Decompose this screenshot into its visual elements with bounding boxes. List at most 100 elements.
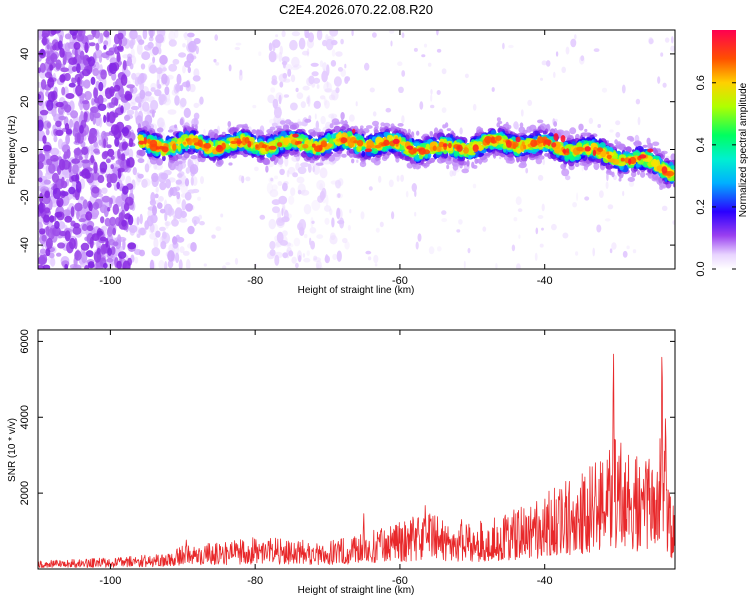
spectrogram-cell <box>176 141 182 145</box>
spectrogram-cell <box>193 112 200 120</box>
spectrogram-cell <box>121 127 129 134</box>
spectrogram-cell <box>333 76 342 87</box>
spectrogram-cell <box>430 89 433 95</box>
spectrogram-cell <box>436 145 442 153</box>
spectrogram-cell <box>153 162 158 170</box>
spectrogram-cell <box>344 63 347 69</box>
spectrogram-cell <box>39 192 44 204</box>
spectrogram-cell <box>137 158 145 164</box>
spectrogram-cell <box>540 77 543 81</box>
spectrogram-cell <box>157 84 162 89</box>
spectrogram-cell <box>555 51 559 57</box>
spectrogram-cell <box>311 220 315 224</box>
spectrogram-cell <box>100 243 107 255</box>
spectrogram-cell <box>172 236 178 245</box>
spectrogram-cell <box>151 247 161 257</box>
spectrogram-cell <box>142 30 148 40</box>
spectrogram-cell <box>429 131 434 138</box>
spectrogram-cell <box>541 60 547 66</box>
spectrogram-cell <box>73 41 81 50</box>
spectrogram-cell <box>38 202 44 214</box>
spectrogram-cell <box>87 261 95 268</box>
spectrogram-cell <box>138 140 145 145</box>
spectrogram-cell <box>279 168 285 176</box>
spectrogram-cell <box>297 189 302 195</box>
spectrogram-cell <box>184 191 192 201</box>
spectrogram-cell <box>140 63 146 70</box>
spectrogram-cell <box>44 190 50 199</box>
spectrogram-cell <box>251 129 257 135</box>
spectrogram-cell <box>291 56 300 68</box>
spectrogram-cell <box>551 142 557 148</box>
spectrogram-cell <box>409 159 416 164</box>
spectrogram-cell <box>159 99 164 106</box>
spectrogram-cell <box>553 71 556 78</box>
spectrogram-cell <box>304 118 312 123</box>
spectrogram-cell <box>640 171 646 178</box>
spectrogram-cell <box>122 59 127 71</box>
spectrogram-cell <box>121 153 126 162</box>
spectrogram-cell <box>93 112 101 119</box>
spectrogram-cell <box>156 117 165 129</box>
spectrogram-cell <box>311 143 316 148</box>
spectrogram-cell <box>117 148 121 159</box>
spectrogram-cell <box>118 212 124 222</box>
spectrogram-cell <box>278 195 288 205</box>
spectrogram-cell <box>49 215 55 223</box>
spectrogram-cell <box>293 237 301 247</box>
spectrogram-cell <box>47 77 55 88</box>
spectrogram-cell <box>38 100 43 106</box>
spectrogram-cell <box>478 144 483 152</box>
spectrogram-cell <box>551 223 557 231</box>
spectrogram-cell <box>272 78 277 85</box>
spectrogram-cell <box>405 190 409 198</box>
spectrogram-cell <box>187 225 195 235</box>
spectrogram-cell <box>592 247 595 257</box>
spectrogram-cell <box>609 248 613 254</box>
spectrogram-cell <box>198 149 202 156</box>
spectrogram-cell <box>375 144 382 149</box>
spectrogram-cell <box>76 210 80 220</box>
spectrogram-cell <box>527 99 533 106</box>
spectrogram-cell <box>145 91 152 97</box>
spectrogram-cell <box>584 128 588 133</box>
y-tick-label: 40 <box>19 48 31 60</box>
spectrogram-cell <box>96 230 104 236</box>
spectrogram-cell <box>322 39 328 47</box>
spectrogram-cell <box>60 180 68 189</box>
spectrogram-cell <box>43 207 51 214</box>
spectrogram-cell <box>467 247 471 254</box>
spectrogram-cell <box>93 87 98 99</box>
spectrogram-cell <box>239 69 243 76</box>
spectrogram-cell <box>383 139 390 146</box>
spectrogram-cell <box>271 184 278 191</box>
spectrogram-cell <box>116 45 124 51</box>
spectrogram-cell <box>597 124 601 128</box>
spectrogram-cell <box>215 226 222 232</box>
spectrogram-cell <box>472 144 479 153</box>
spectrogram-cell <box>360 211 365 220</box>
spectrogram-cell <box>337 220 345 225</box>
x-tick-label: -60 <box>392 575 408 587</box>
spectrogram-cell <box>537 174 544 181</box>
spectrogram-cell <box>622 250 628 258</box>
spectrogram-cell <box>406 145 414 150</box>
spectrogram-cell <box>82 199 88 210</box>
spectrogram-cell <box>326 81 329 88</box>
spectrogram-cell <box>102 262 108 269</box>
spectrogram-cell <box>400 174 404 182</box>
spectrogram-cell <box>495 263 498 269</box>
spectrogram-cell <box>272 206 280 214</box>
spectrogram-cell <box>42 30 51 38</box>
y-tick-label: 6000 <box>19 329 31 353</box>
spectrogram-cell <box>615 131 621 138</box>
spectrogram-cell <box>50 154 59 162</box>
spectrogram-cell <box>44 71 52 79</box>
spectrogram-cell <box>63 104 72 113</box>
spectrogram-cell <box>303 204 312 215</box>
spectrogram-cell <box>81 159 90 164</box>
spectrogram-cell <box>372 111 377 117</box>
spectrogram-cell <box>289 39 298 51</box>
spectrogram-cell <box>103 30 110 38</box>
spectrogram-cell <box>575 251 579 256</box>
